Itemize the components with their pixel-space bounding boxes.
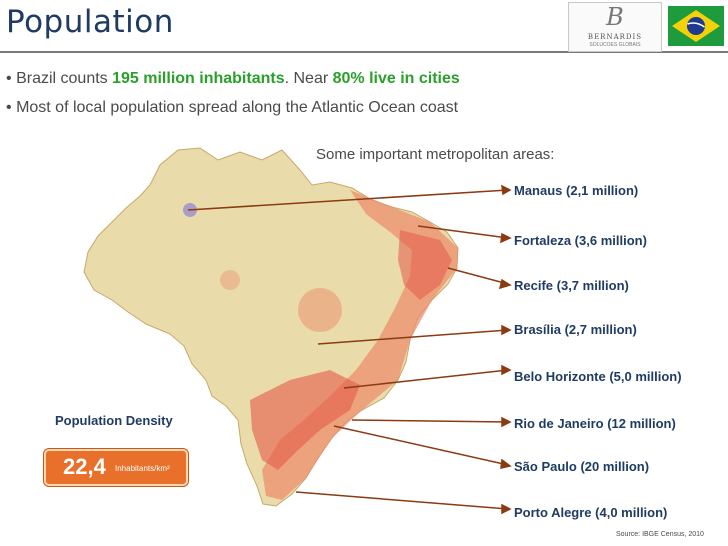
brazil-flag-icon (668, 6, 724, 46)
interior-density-spot (220, 270, 240, 290)
title-divider (0, 51, 728, 53)
company-logo: B BERNARDIS SOLUCOES GLOBAIS (568, 2, 662, 52)
city-label-sao-paulo: São Paulo (20 million) (514, 459, 650, 474)
porto-alegre-leader-line (295, 491, 509, 510)
city-label-belo-horizonte: Belo Horizonte (5,0 million) (514, 369, 682, 384)
source-note: Source: IBGE Census, 2010 (616, 531, 704, 538)
logo-wordmark: BERNARDIS (587, 33, 643, 41)
page-title: Population (6, 4, 174, 40)
city-label-manaus: Manaus (2,1 million) (514, 183, 639, 198)
fortaleza-arrowhead (500, 232, 512, 244)
bullet-text: Most of local population spread along th… (16, 99, 459, 116)
sao-paulo-leader-line (333, 425, 509, 466)
sao-paulo-arrowhead (500, 458, 512, 469)
logo-tagline: SOLUCOES GLOBAIS (589, 42, 641, 48)
city-label-recife: Recife (3,7 million) (514, 278, 629, 293)
city-label-porto-alegre: Porto Alegre (4,0 million) (514, 505, 668, 520)
belo-horizonte-arrowhead (501, 364, 512, 376)
northeast-density-cluster (398, 230, 452, 300)
center-west-density (298, 288, 342, 332)
city-label-fortaleza: Fortaleza (3,6 million) (514, 233, 647, 248)
density-value: 22,4 (63, 454, 106, 479)
manaus-arrowhead (501, 184, 512, 196)
belo-horizonte-leader-line (343, 369, 509, 389)
density-label: Population Density (55, 413, 173, 428)
inhabitants-highlight: 195 million inhabitants (112, 70, 285, 87)
city-label-rio-de-janeiro: Rio de Janeiro (12 million) (514, 416, 676, 431)
density-unit: Inhabitants/km² (115, 464, 170, 473)
city-label-brasilia: Brasília (2,7 million) (514, 322, 637, 337)
southeast-density-cluster (250, 370, 360, 470)
density-badge: 22,4 Inhabitants/km² (44, 449, 188, 486)
bullet-text-mid: . Near (284, 70, 333, 87)
rio-leader-line (351, 419, 509, 423)
recife-leader-line (447, 267, 509, 285)
bullet-marker: • (6, 99, 12, 116)
recife-arrowhead (498, 278, 512, 290)
bullet-marker: • (6, 70, 12, 87)
metro-areas-heading: Some important metropolitan areas: (316, 146, 555, 163)
porto-alegre-arrowhead (501, 503, 512, 515)
fortaleza-leader-line (417, 225, 509, 239)
bullet-distribution: • Most of local population spread along … (6, 99, 458, 117)
brasilia-leader-line (317, 329, 509, 345)
brasilia-arrowhead (501, 324, 512, 336)
urban-highlight: 80% live in cities (332, 70, 460, 87)
rio-arrowhead (501, 416, 512, 428)
logo-letter: B (606, 3, 624, 31)
manaus-leader-line (187, 189, 509, 211)
bullet-text-pre: Brazil counts (16, 70, 113, 87)
bullet-population: • Brazil counts 195 million inhabitants.… (6, 70, 460, 88)
